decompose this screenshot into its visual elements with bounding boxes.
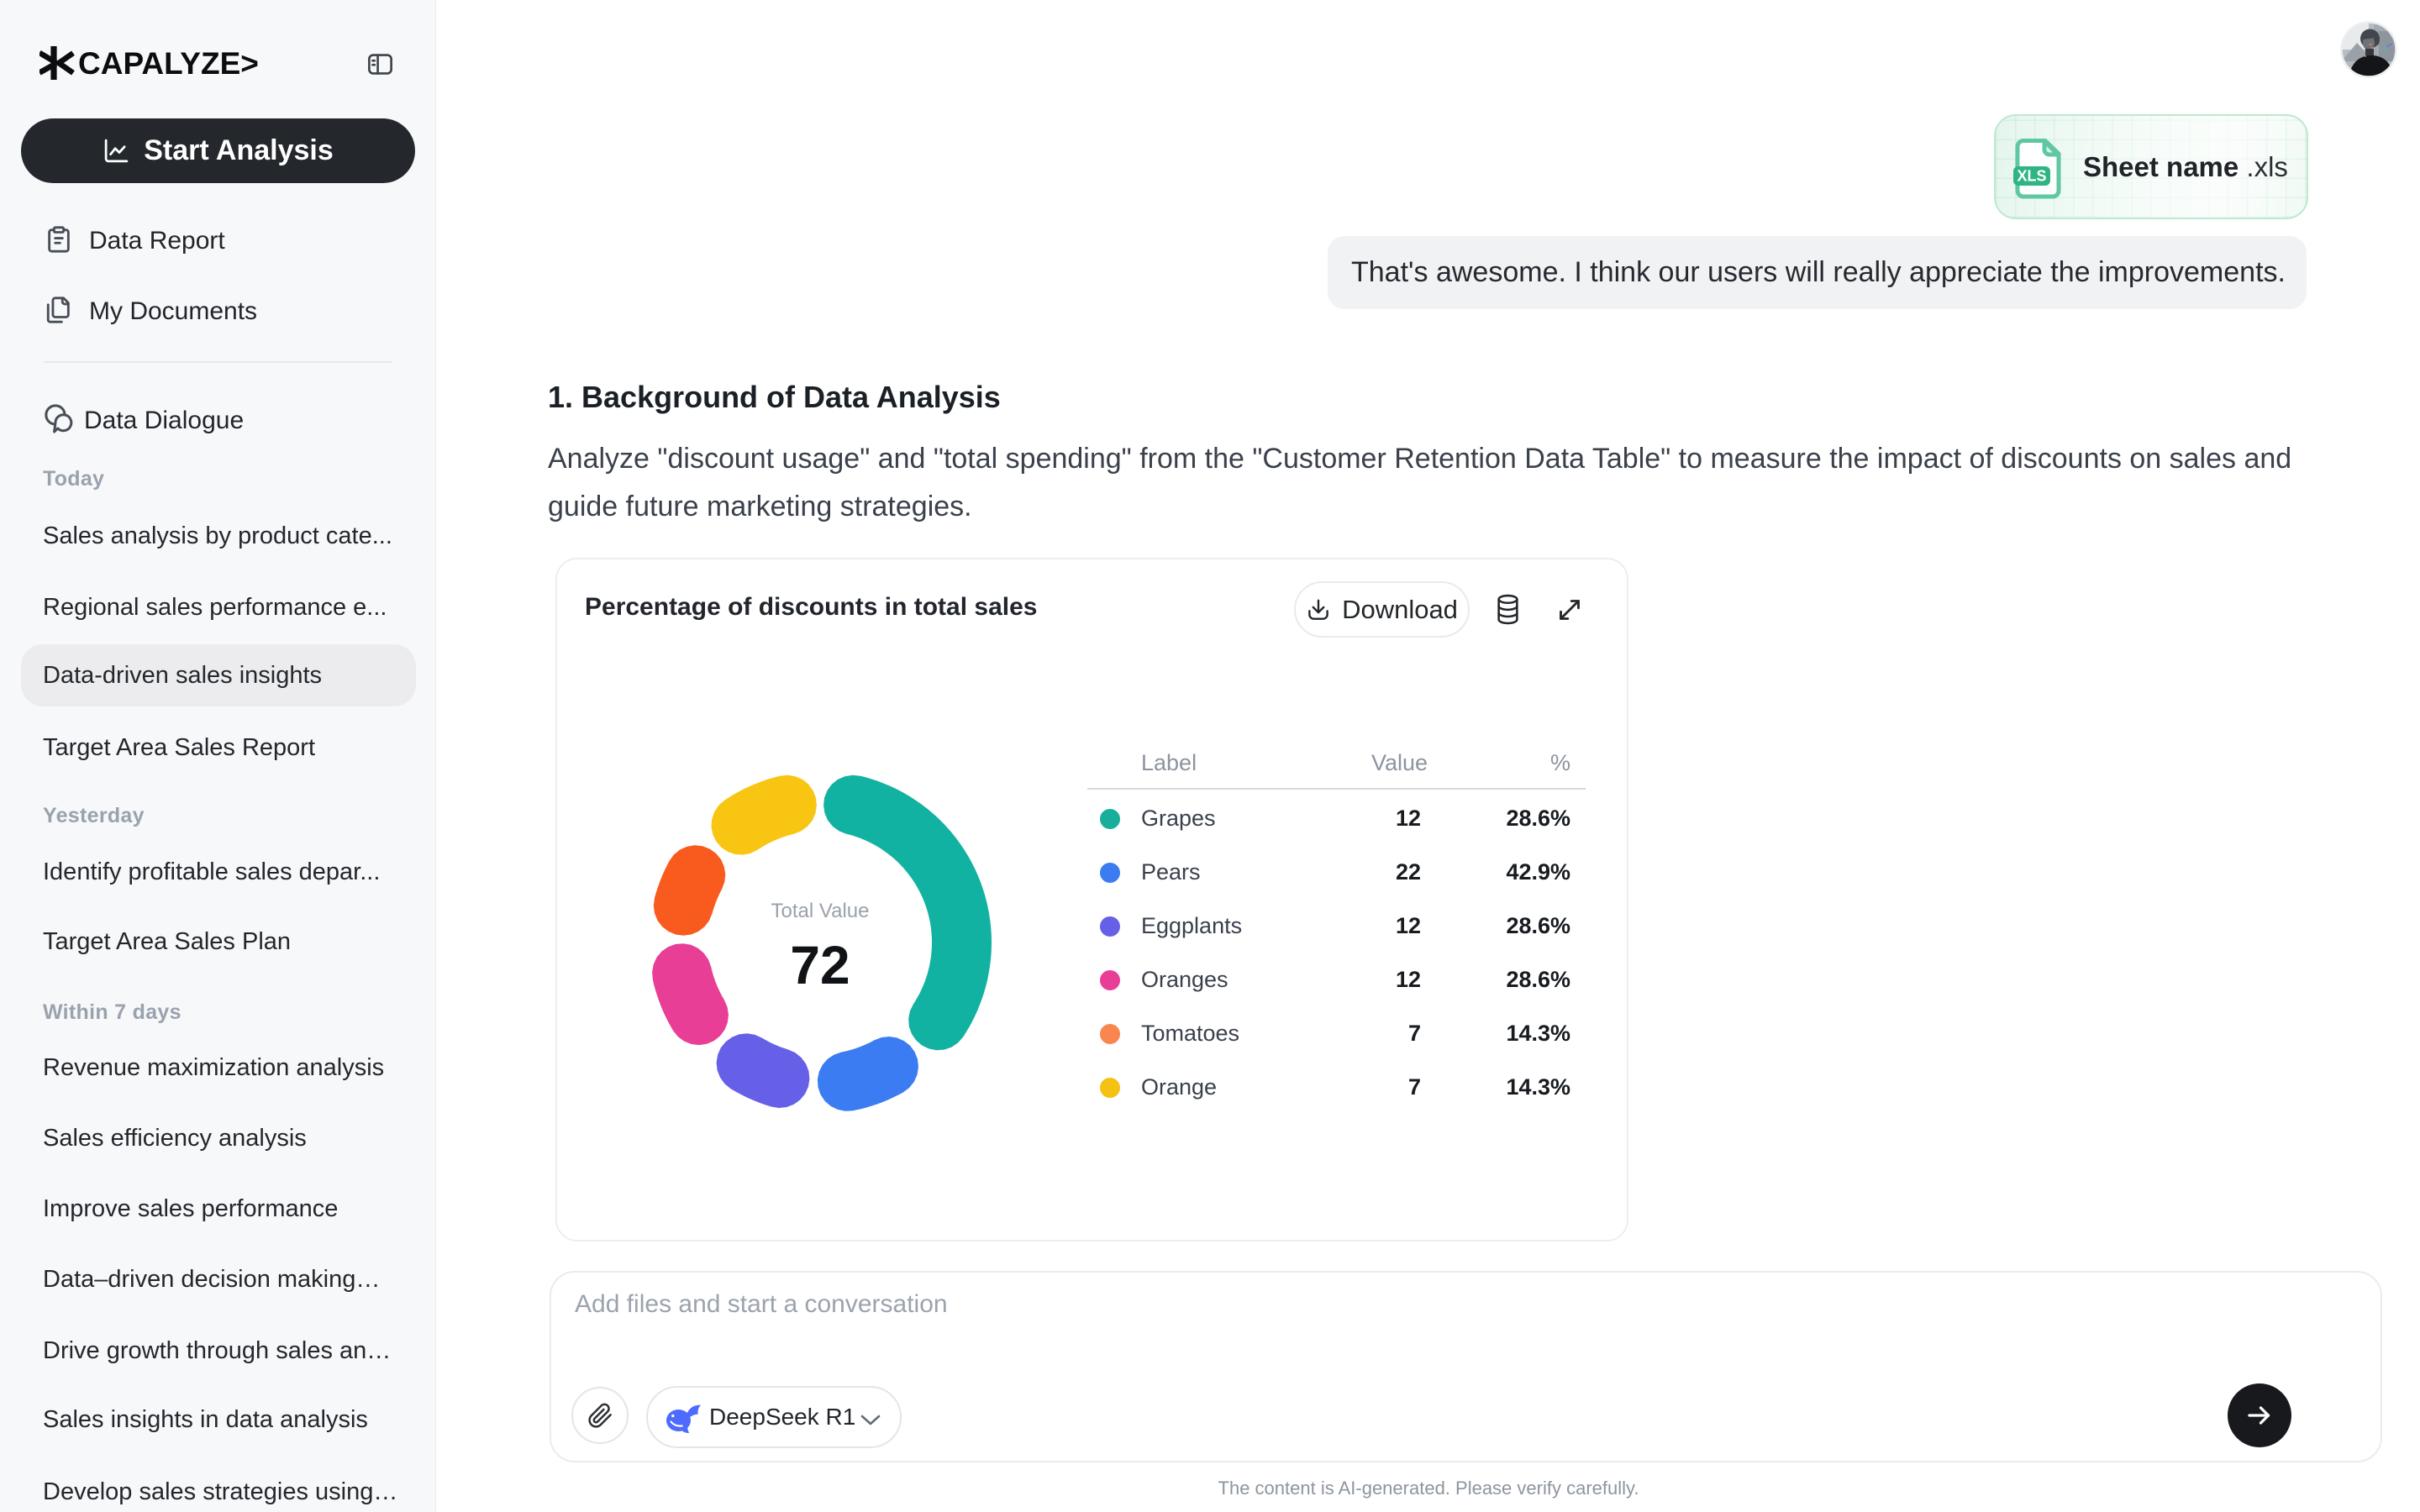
svg-text:XLS: XLS xyxy=(2017,168,2046,185)
